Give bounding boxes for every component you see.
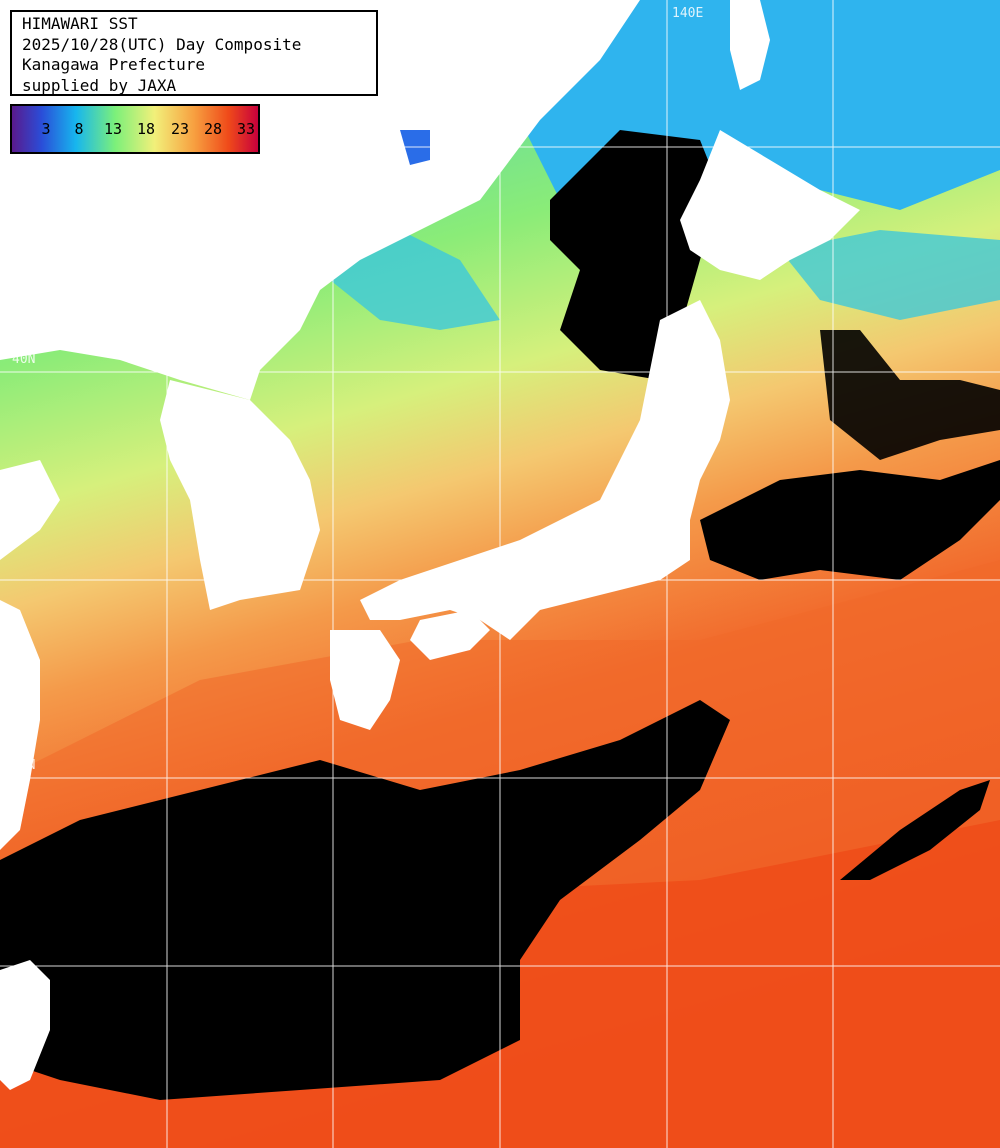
cloud-band-south — [0, 700, 730, 1100]
title-line-credit: supplied by JAXA — [22, 75, 177, 95]
land-kyushu — [330, 630, 400, 730]
grid-label-lon-140: 140E — [672, 6, 704, 21]
land-china-coast — [0, 600, 40, 850]
land-hokkaido — [680, 130, 860, 280]
land-sakhalin — [730, 0, 770, 90]
land-shikoku — [410, 610, 490, 660]
cold-water-japan-sea — [330, 230, 500, 330]
land-taiwan — [0, 960, 50, 1090]
color-scale-bar — [12, 106, 258, 152]
title-line-product: HIMAWARI SST — [22, 14, 138, 33]
legend-tick: 8 — [74, 120, 84, 138]
legend-tick: 23 — [170, 120, 190, 138]
title-line-date: 2025/10/28(UTC) Day Composite — [22, 34, 302, 54]
grid-label-lat-30: 30N — [12, 758, 36, 773]
legend-tick: 28 — [203, 120, 223, 138]
land-asia-north — [0, 0, 640, 400]
legend-tick: 33 — [236, 120, 256, 138]
color-scale-legend: 3 8 13 18 23 28 33 — [10, 104, 260, 154]
land-honshu — [360, 300, 730, 640]
cold-water-east — [780, 230, 1000, 320]
cloud-northeast-pacific — [820, 330, 1000, 460]
land-shandong — [0, 460, 60, 560]
title-box: HIMAWARI SST 2025/10/28(UTC) Day Composi… — [10, 10, 378, 96]
legend-tick: 13 — [103, 120, 123, 138]
legend-tick: 18 — [136, 120, 156, 138]
grid-label-lat-40: 40N — [12, 352, 36, 367]
title-line-region: Kanagawa Prefecture — [22, 55, 206, 74]
cloud-small-southeast — [840, 780, 990, 880]
cloud-east-of-honshu — [700, 460, 1000, 580]
land-korea — [160, 380, 320, 610]
legend-tick: 3 — [41, 120, 51, 138]
